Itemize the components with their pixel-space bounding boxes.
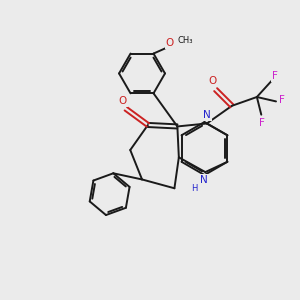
Text: H: H xyxy=(191,184,197,193)
Text: CH₃: CH₃ xyxy=(177,36,193,45)
Text: O: O xyxy=(166,38,174,48)
Text: O: O xyxy=(119,96,127,106)
Text: F: F xyxy=(279,95,285,105)
Text: N: N xyxy=(203,110,211,120)
Text: F: F xyxy=(259,118,265,128)
Text: F: F xyxy=(272,71,278,81)
Text: N: N xyxy=(200,175,208,185)
Text: O: O xyxy=(208,76,216,86)
